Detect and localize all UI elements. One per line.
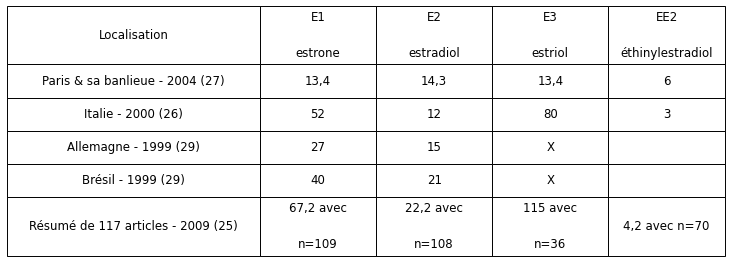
Bar — [608, 197, 725, 256]
Bar — [492, 131, 608, 164]
Bar — [608, 131, 725, 164]
Bar — [376, 6, 492, 64]
Text: Localisation: Localisation — [99, 29, 168, 41]
Text: 3: 3 — [663, 108, 671, 121]
Bar — [608, 6, 725, 64]
Bar — [7, 98, 260, 131]
Bar — [608, 164, 725, 197]
Text: 27: 27 — [310, 141, 326, 154]
Text: X: X — [546, 141, 554, 154]
Text: 4,2 avec n=70: 4,2 avec n=70 — [624, 220, 710, 233]
Text: E1

estrone: E1 estrone — [296, 11, 340, 59]
Text: 52: 52 — [310, 108, 326, 121]
Bar — [7, 131, 260, 164]
Text: 13,4: 13,4 — [537, 75, 564, 88]
Text: Allemagne - 1999 (29): Allemagne - 1999 (29) — [67, 141, 200, 154]
Text: E3

estriol: E3 estriol — [532, 11, 569, 59]
Text: 67,2 avec

n=109: 67,2 avec n=109 — [289, 202, 347, 251]
Text: 22,2 avec

n=108: 22,2 avec n=108 — [406, 202, 463, 251]
Bar — [376, 164, 492, 197]
Bar — [260, 197, 376, 256]
Bar — [492, 164, 608, 197]
Text: 115 avec

n=36: 115 avec n=36 — [523, 202, 578, 251]
Bar — [260, 64, 376, 98]
Text: Paris & sa banlieue - 2004 (27): Paris & sa banlieue - 2004 (27) — [42, 75, 225, 88]
Text: 12: 12 — [427, 108, 441, 121]
Text: Italie - 2000 (26): Italie - 2000 (26) — [84, 108, 183, 121]
Text: Résumé de 117 articles - 2009 (25): Résumé de 117 articles - 2009 (25) — [29, 220, 238, 233]
Bar — [608, 98, 725, 131]
Bar — [7, 197, 260, 256]
Text: 80: 80 — [543, 108, 558, 121]
Bar — [260, 6, 376, 64]
Text: 21: 21 — [427, 174, 441, 187]
Bar — [492, 98, 608, 131]
Text: 6: 6 — [662, 75, 671, 88]
Text: EE2

éthinylestradiol: EE2 éthinylestradiol — [620, 11, 713, 59]
Bar — [7, 164, 260, 197]
Bar — [492, 197, 608, 256]
Bar — [376, 64, 492, 98]
Text: 15: 15 — [427, 141, 441, 154]
Bar — [492, 64, 608, 98]
Bar — [608, 64, 725, 98]
Bar — [376, 197, 492, 256]
Bar — [260, 98, 376, 131]
Bar — [7, 6, 260, 64]
Bar — [260, 131, 376, 164]
Text: 14,3: 14,3 — [421, 75, 447, 88]
Text: Brésil - 1999 (29): Brésil - 1999 (29) — [82, 174, 185, 187]
Text: 13,4: 13,4 — [305, 75, 331, 88]
Text: E2

estradiol: E2 estradiol — [408, 11, 460, 59]
Text: 40: 40 — [310, 174, 326, 187]
Bar — [376, 98, 492, 131]
Text: X: X — [546, 174, 554, 187]
Bar — [260, 164, 376, 197]
Bar — [7, 64, 260, 98]
Bar — [492, 6, 608, 64]
Bar — [376, 131, 492, 164]
